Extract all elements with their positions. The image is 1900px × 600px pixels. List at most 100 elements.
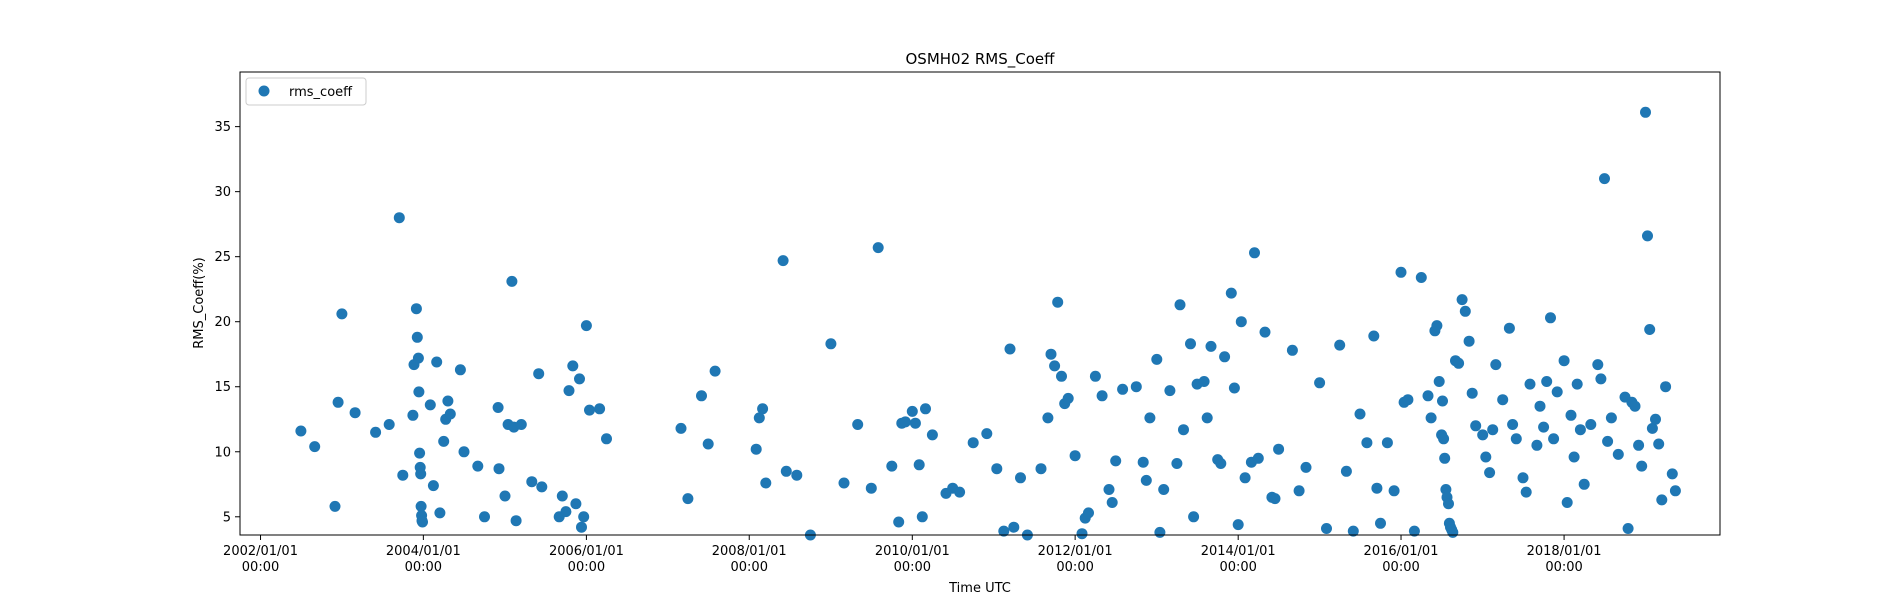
data-point: [1447, 526, 1459, 538]
data-point: [1507, 419, 1519, 430]
data-point: [1510, 433, 1522, 445]
data-point: [1402, 394, 1414, 406]
data-point: [1371, 482, 1383, 494]
data-point: [1605, 412, 1617, 424]
y-axis: 5 10 15 20 25 30 35: [214, 120, 240, 525]
data-point: [567, 360, 579, 372]
data-point: [442, 395, 454, 407]
data-point: [1259, 326, 1271, 338]
plot-background: [240, 72, 1720, 535]
legend: rms_coeff: [245, 77, 367, 106]
data-point: [1228, 382, 1240, 394]
data-point: [1541, 376, 1553, 387]
data-point: [1151, 353, 1163, 365]
x-tick-label: 00:00: [1056, 560, 1093, 575]
x-tick-label: 2006/01/01: [549, 544, 624, 559]
data-point: [1347, 525, 1359, 537]
data-point: [1431, 320, 1443, 332]
data-point: [1056, 370, 1067, 382]
data-point: [412, 352, 424, 364]
data-point: [570, 498, 582, 510]
data-point: [1286, 344, 1298, 356]
y-axis-label: RMS_Coeff(%): [192, 257, 207, 348]
data-point: [580, 320, 592, 332]
data-point: [560, 506, 572, 518]
data-point: [1497, 394, 1509, 406]
data-point: [584, 404, 595, 416]
data-point: [1425, 412, 1437, 424]
data-point: [780, 465, 792, 477]
data-point: [1388, 485, 1400, 497]
x-tick-label: 00:00: [242, 560, 279, 575]
data-point: [1269, 493, 1281, 505]
data-point: [852, 419, 864, 430]
data-point: [1480, 451, 1492, 463]
data-point: [1368, 330, 1380, 342]
data-point: [954, 486, 966, 498]
data-point: [556, 490, 568, 502]
plot-frame: [239, 71, 1721, 536]
data-point: [1219, 351, 1231, 363]
data-point: [757, 403, 769, 415]
data-point: [777, 255, 789, 267]
data-point: [407, 409, 419, 421]
data-point: [1568, 451, 1580, 463]
data-point: [886, 460, 898, 472]
data-point: [1201, 412, 1213, 424]
data-point: [1633, 439, 1645, 451]
data-point: [1340, 465, 1352, 477]
data-point: [1422, 390, 1434, 402]
data-point: [472, 460, 484, 472]
data-point: [1188, 511, 1200, 523]
data-point: [1049, 360, 1061, 372]
data-point: [1178, 424, 1189, 436]
data-point: [309, 441, 321, 453]
data-point: [791, 469, 803, 481]
data-point: [1585, 419, 1597, 430]
x-tick-label: 2014/01/01: [1201, 544, 1276, 559]
data-point: [424, 399, 436, 411]
data-point: [410, 303, 422, 315]
y-tick-label: 25: [214, 250, 231, 265]
data-point: [1239, 472, 1251, 484]
data-point: [1300, 461, 1312, 473]
data-point: [574, 373, 585, 385]
data-point: [1517, 472, 1529, 484]
data-point: [1130, 381, 1142, 393]
data-point: [906, 405, 918, 417]
data-point: [1646, 422, 1658, 434]
data-point: [1408, 525, 1420, 537]
data-point: [1089, 370, 1101, 382]
data-point: [1660, 381, 1672, 393]
data-point: [1503, 322, 1515, 334]
data-point: [926, 429, 938, 441]
data-point: [329, 500, 341, 512]
data-point: [1185, 338, 1196, 350]
legend-label: rms_coeff: [289, 85, 353, 100]
y-tick-label: 20: [214, 315, 231, 330]
data-point: [991, 463, 1003, 475]
data-point: [1154, 526, 1166, 538]
data-point: [682, 493, 694, 505]
data-point: [1232, 519, 1244, 531]
data-point: [1395, 266, 1407, 278]
data-points: [295, 106, 1681, 541]
x-tick-label: 2004/01/01: [386, 544, 461, 559]
data-point: [1235, 316, 1247, 328]
data-point: [526, 476, 538, 488]
data-point: [750, 443, 762, 455]
data-point: [594, 403, 606, 415]
data-point: [1106, 497, 1118, 508]
data-point: [1644, 324, 1656, 335]
y-tick-label: 30: [214, 185, 231, 200]
data-point: [1198, 376, 1210, 387]
data-point: [454, 364, 466, 376]
data-point: [1490, 359, 1502, 371]
data-point: [1321, 523, 1332, 534]
x-axis: 2002/01/0100:002004/01/0100:002006/01/01…: [223, 535, 1602, 575]
data-point: [1008, 521, 1020, 533]
data-point: [1470, 420, 1482, 432]
data-point: [1561, 497, 1573, 508]
data-point: [825, 338, 837, 350]
